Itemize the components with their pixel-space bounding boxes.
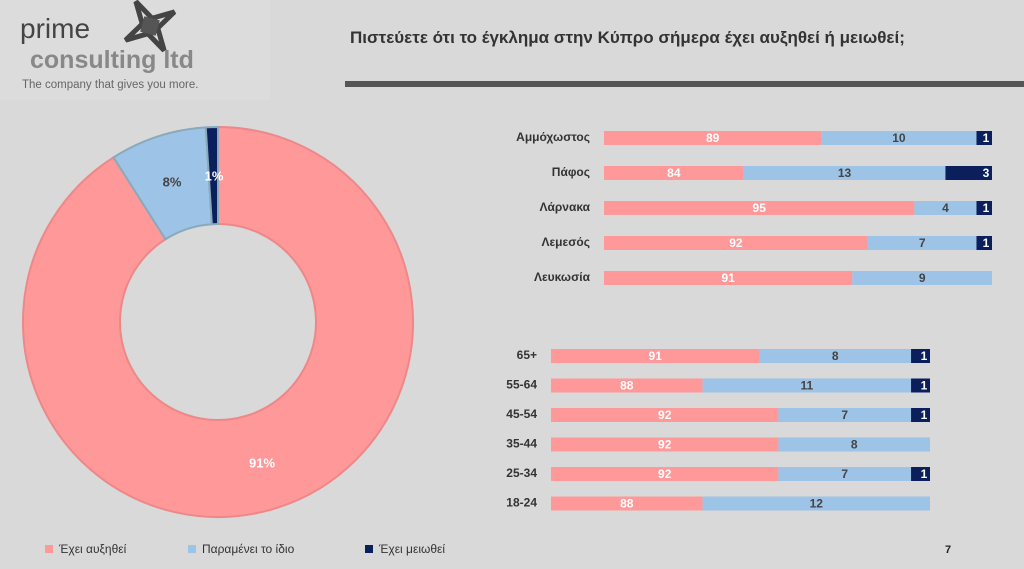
legend-item-decreased: Έχει μειωθεί bbox=[365, 542, 445, 556]
bar-value-label: 92 bbox=[658, 467, 672, 481]
title-rule bbox=[345, 81, 1024, 87]
legend-label: Έχει μειωθεί bbox=[379, 542, 446, 556]
bar-value-label: 1 bbox=[921, 379, 928, 393]
bar-value-label: 7 bbox=[841, 467, 848, 481]
bar-segment bbox=[778, 408, 912, 422]
legend-item-same: Παραμένει το ίδιο bbox=[188, 542, 294, 556]
logo-text-consulting: consulting ltd bbox=[30, 46, 194, 74]
donut-slice-2 bbox=[204, 125, 219, 226]
donut-slice-0 bbox=[22, 125, 414, 518]
bar-segment bbox=[759, 349, 912, 363]
bar-value-label: 4 bbox=[942, 201, 949, 215]
page-number: 7 bbox=[945, 544, 952, 556]
category-label: 35-44 bbox=[506, 437, 537, 451]
bar-value-label: 88 bbox=[620, 497, 634, 511]
category-label: 65+ bbox=[517, 348, 537, 362]
bar-segment bbox=[911, 378, 930, 393]
category-label: 25-34 bbox=[506, 466, 537, 480]
legend-swatch bbox=[365, 545, 373, 553]
bar-value-label: 91 bbox=[721, 271, 735, 285]
category-label: 55-64 bbox=[506, 378, 537, 392]
bar-value-label: 3 bbox=[983, 166, 990, 180]
donut-label: 8% bbox=[163, 174, 182, 189]
bar-value-label: 95 bbox=[753, 201, 767, 215]
bar-segment bbox=[976, 131, 992, 145]
bar-value-label: 1 bbox=[983, 201, 990, 215]
bar-value-label: 84 bbox=[667, 166, 681, 180]
bar-segment bbox=[911, 349, 930, 363]
bar-segment bbox=[867, 236, 977, 250]
bar-value-label: 11 bbox=[800, 379, 813, 393]
bar-segment bbox=[604, 131, 822, 145]
bar-value-label: 1 bbox=[983, 236, 990, 250]
bar-segment bbox=[604, 271, 853, 285]
category-label: Αμμόχωστος bbox=[516, 130, 590, 144]
bar-segment bbox=[551, 349, 760, 363]
bar-value-label: 8 bbox=[851, 438, 858, 452]
bar-segment bbox=[702, 378, 912, 393]
bar-value-label: 92 bbox=[729, 236, 743, 250]
bar-value-label: 88 bbox=[620, 379, 634, 393]
donut-label: 1% bbox=[205, 168, 224, 183]
logo-tagline: The company that gives you more. bbox=[22, 79, 199, 91]
logo-star-icon bbox=[123, 0, 177, 53]
category-label: Πάφος bbox=[552, 165, 590, 179]
bar-segment bbox=[821, 131, 977, 145]
bar-value-label: 89 bbox=[706, 131, 720, 145]
bar-value-label: 10 bbox=[892, 131, 906, 145]
logo-text-prime: prime bbox=[20, 13, 91, 44]
bar-segment bbox=[604, 236, 868, 250]
legend-label: Έχει αυξηθεί bbox=[59, 542, 127, 556]
bar-value-label: 1 bbox=[921, 408, 928, 422]
bar-segment bbox=[604, 201, 915, 215]
bar-segment bbox=[911, 467, 930, 481]
bar-segment bbox=[702, 496, 930, 511]
bar-value-label: 1 bbox=[983, 131, 990, 145]
bar-value-label: 7 bbox=[841, 408, 848, 422]
category-label: Λάρνακα bbox=[539, 200, 590, 214]
bar-segment bbox=[743, 166, 946, 180]
bar-segment bbox=[604, 166, 744, 180]
bar-segment bbox=[914, 201, 977, 215]
bar-value-label: 12 bbox=[810, 497, 824, 511]
legend-swatch bbox=[45, 545, 53, 553]
donut-label: 91% bbox=[249, 455, 275, 470]
bar-segment bbox=[551, 378, 703, 393]
legend-swatch bbox=[188, 545, 196, 553]
bar-value-label: 92 bbox=[658, 408, 672, 422]
slide-title: Πιστεύετε ότι το έγκλημα στην Κύπρο σήμε… bbox=[350, 28, 905, 47]
bar-segment bbox=[911, 408, 930, 422]
category-label: 45-54 bbox=[506, 407, 537, 421]
category-label: 18-24 bbox=[506, 496, 537, 510]
legend-item-increased: Έχει αυξηθεί bbox=[45, 542, 126, 556]
bar-value-label: 1 bbox=[921, 467, 928, 481]
company-logo: prime consulting ltd The company that gi… bbox=[0, 0, 270, 100]
bar-segment bbox=[945, 166, 992, 180]
bar-segment bbox=[852, 271, 992, 285]
bar-segment bbox=[551, 408, 779, 422]
bar-segment bbox=[551, 437, 779, 452]
category-label: Λευκωσία bbox=[534, 270, 591, 284]
category-label: Λεμεσός bbox=[541, 235, 590, 249]
bar-segment bbox=[551, 467, 779, 481]
bar-value-label: 13 bbox=[838, 166, 852, 180]
bar-value-label: 91 bbox=[649, 349, 663, 363]
bar-segment bbox=[976, 201, 992, 215]
legend-label: Παραμένει το ίδιο bbox=[202, 542, 295, 556]
bar-segment bbox=[778, 467, 912, 481]
bar-value-label: 92 bbox=[658, 438, 672, 452]
bar-value-label: 8 bbox=[832, 349, 839, 363]
bar-value-label: 9 bbox=[919, 271, 926, 285]
bar-segment bbox=[778, 437, 930, 452]
bar-segment bbox=[976, 236, 992, 250]
bar-segment bbox=[551, 496, 703, 511]
bar-value-label: 1 bbox=[921, 349, 928, 363]
bar-value-label: 7 bbox=[919, 236, 926, 250]
